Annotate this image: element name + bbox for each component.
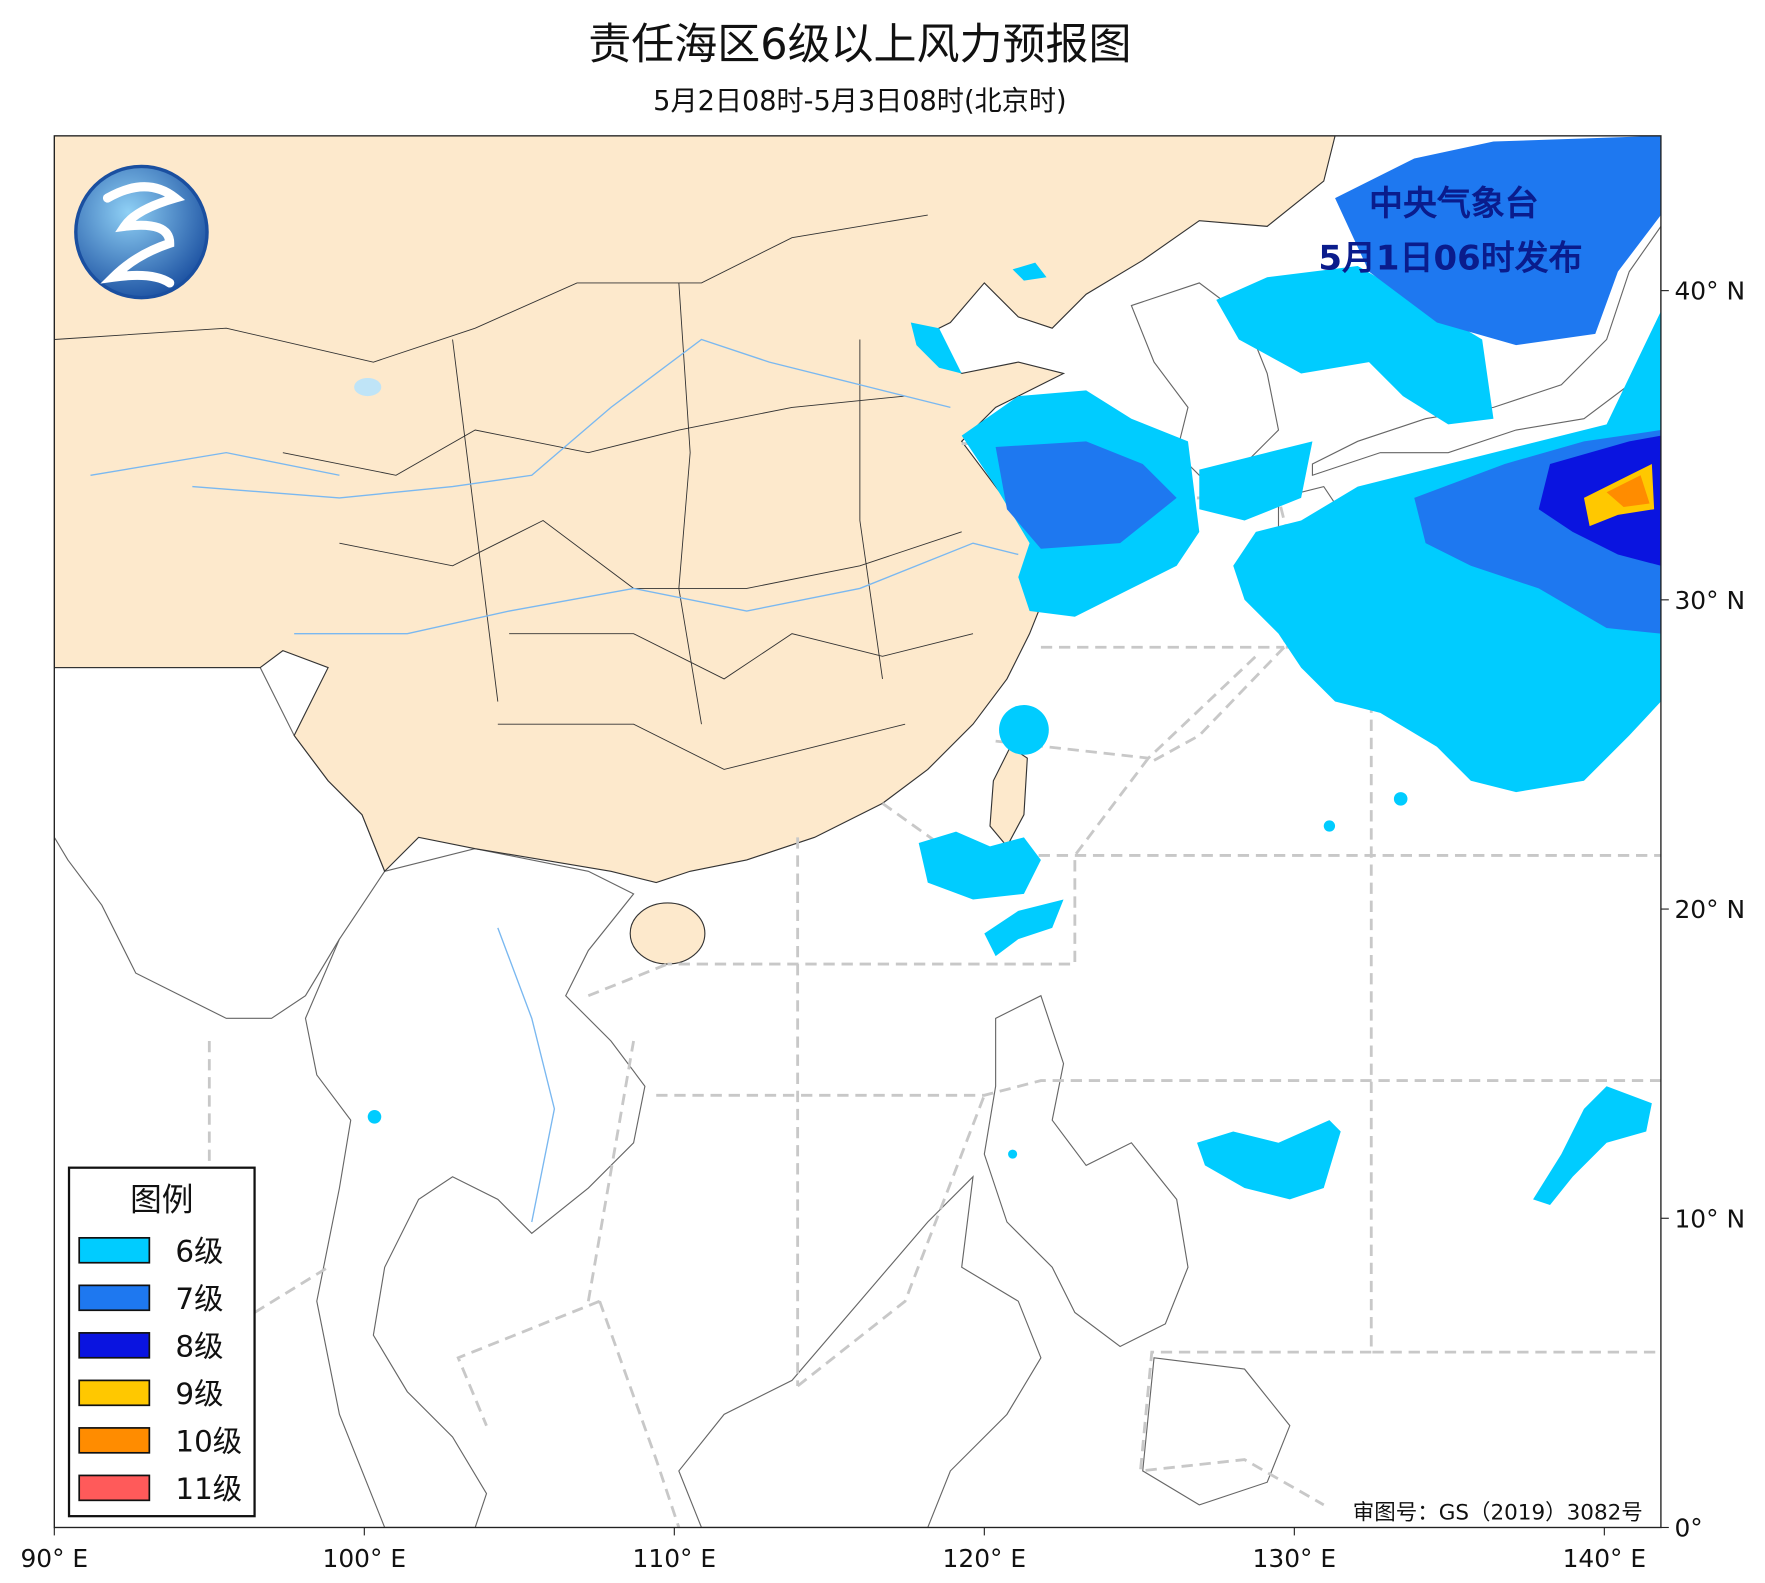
legend-swatch (78, 1332, 151, 1359)
lon-tick-label: 130° E (1253, 1544, 1337, 1573)
subtitle: 5月2日08时-5月3日08时(北京时) (653, 86, 1066, 117)
legend-swatch (78, 1284, 151, 1312)
map-body (54, 135, 1661, 1528)
title: 责任海区6级以上风力预报图 (588, 20, 1131, 70)
legend-swatch (78, 1427, 151, 1454)
legend-label: 8级 (175, 1330, 223, 1364)
legend-label: 9级 (175, 1377, 223, 1411)
map-frame (53, 135, 1662, 1529)
lon-tick-label: 120° E (943, 1544, 1027, 1573)
lon-tick-label: 140° E (1563, 1544, 1647, 1573)
publisher: 中央气象台 (1369, 184, 1539, 224)
approval-number: 审图号：GS（2019）3082号 (1353, 1501, 1643, 1526)
lon-tick-label: 100° E (323, 1544, 407, 1573)
axis-ticks: 90° E 100° E 110° E 120° E 130° E 140° E 0° 10°… (20, 277, 1745, 1573)
cma-logo (74, 164, 209, 300)
lat-tick-label: 10° N (1674, 1204, 1745, 1233)
legend-title: 图例 (130, 1183, 193, 1219)
lat-tick-label: 0° (1674, 1514, 1702, 1543)
issue-time: 5月1日06时发布 (1318, 238, 1582, 278)
legend-swatch (78, 1379, 151, 1407)
lon-tick-label: 90° E (20, 1544, 88, 1573)
lat-tick-label: 20° N (1674, 895, 1745, 924)
legend-label: 6级 (175, 1235, 223, 1269)
lat-tick-label: 40° N (1674, 277, 1745, 306)
legend-swatch (78, 1236, 151, 1264)
legend-label: 10级 (175, 1425, 242, 1459)
legend: 图例 6级 7级 8级 9级 10级 11级 (67, 1166, 256, 1518)
lat-tick-label: 30° N (1674, 586, 1745, 615)
legend-label: 7级 (175, 1282, 223, 1316)
legend-label: 11级 (175, 1472, 242, 1506)
lon-tick-label: 110° E (633, 1544, 717, 1573)
legend-swatch (78, 1474, 151, 1502)
